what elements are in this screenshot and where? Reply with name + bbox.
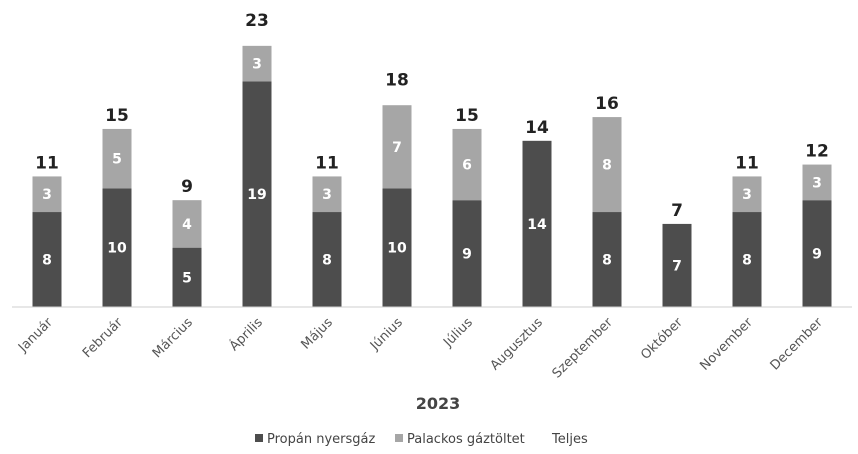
x-tick-label-9: Szeptember [550, 315, 617, 382]
bar-propan-4 [242, 81, 272, 307]
bar-label-propan-3: 5 [182, 270, 192, 286]
x-tick-label-11: November [697, 315, 756, 374]
bar-label-palackos-1: 3 [42, 187, 52, 203]
bar-propan-3 [172, 247, 202, 307]
total-label-3: 9 [181, 177, 193, 197]
bar-palackos-5 [312, 176, 342, 213]
bar-label-palackos-9: 8 [602, 158, 612, 174]
bar-propan-11 [732, 212, 762, 307]
bar-propan-6 [382, 188, 412, 307]
bar-label-propan-11: 8 [742, 253, 752, 269]
x-tick-label-8: Augusztus [488, 315, 546, 373]
bar-label-palackos-6: 7 [392, 140, 402, 156]
x-tick-label-1: Január [15, 315, 56, 356]
x-tick-label-6: Június [367, 315, 406, 354]
bar-palackos-1 [32, 176, 62, 213]
legend-label-2: Palackos gáztöltet [407, 432, 525, 447]
bar-label-palackos-2: 5 [112, 152, 122, 168]
total-label-12: 12 [805, 142, 829, 162]
bar-propan-8 [522, 140, 552, 307]
bar-palackos-6 [382, 105, 412, 189]
legend-label-3: Teljes [551, 432, 588, 447]
bar-propan-10 [662, 223, 692, 307]
bar-propan-5 [312, 212, 342, 307]
x-tick-label-4: Április [226, 314, 266, 354]
x-tick-label-3: Március [150, 315, 196, 361]
x-tick-label-2: Február [80, 315, 126, 361]
bar-label-propan-9: 8 [602, 253, 612, 269]
total-label-8: 14 [525, 118, 549, 138]
bar-palackos-9 [592, 117, 622, 213]
total-label-10: 7 [671, 201, 683, 221]
bar-label-propan-2: 10 [107, 241, 127, 257]
x-tick-label-7: Július [440, 315, 476, 351]
bar-palackos-11 [732, 176, 762, 213]
bar-palackos-3 [172, 200, 202, 248]
x-tick-label-5: Május [298, 315, 336, 353]
total-label-9: 16 [595, 94, 619, 114]
total-label-11: 11 [735, 153, 759, 173]
bars-layer: 8 3 11 10 5 15 5 4 9 19 3 23 8 3 11 10 7 18 9 6 15 14 14 8 8 16 7 7… [32, 11, 832, 307]
x-tick-label-10: Október [638, 315, 686, 363]
bar-label-propan-6: 10 [387, 241, 407, 257]
bar-propan-12 [802, 200, 832, 307]
bar-palackos-7 [452, 128, 482, 201]
bar-label-propan-12: 9 [812, 247, 822, 263]
total-label-6: 18 [385, 70, 409, 90]
bar-label-palackos-11: 3 [742, 187, 752, 203]
bar-propan-7 [452, 200, 482, 307]
bar-label-propan-8: 14 [527, 217, 547, 233]
legend-label-1: Propán nyersgáz [267, 432, 375, 447]
legend: Propán nyersgáz Palackos gáztöltet Teljes [255, 432, 588, 447]
bar-label-propan-7: 9 [462, 247, 472, 263]
total-label-2: 15 [105, 106, 129, 126]
bar-label-palackos-7: 6 [462, 158, 472, 174]
bar-propan-9 [592, 212, 622, 307]
bar-label-palackos-3: 4 [182, 217, 192, 233]
bar-label-propan-5: 8 [322, 253, 332, 269]
x-tick-label-12: December [768, 315, 827, 374]
total-label-7: 15 [455, 106, 479, 126]
bar-label-propan-4: 19 [247, 187, 266, 203]
bar-label-propan-1: 8 [42, 253, 52, 269]
x-ticks-layer: Január Február Március Április Május Június Jú… [15, 314, 826, 381]
bar-label-palackos-12: 3 [812, 175, 822, 191]
legend-swatch-1 [255, 434, 263, 442]
bar-palackos-2 [102, 128, 132, 189]
total-label-4: 23 [245, 11, 269, 31]
total-label-5: 11 [315, 153, 339, 173]
bar-label-propan-10: 7 [672, 258, 682, 274]
total-label-1: 11 [35, 153, 59, 173]
bar-propan-2 [102, 188, 132, 307]
x-axis-title: 2023 [416, 394, 461, 413]
bar-label-palackos-4: 3 [252, 57, 262, 73]
legend-swatch-2 [395, 434, 403, 442]
bar-palackos-12 [802, 164, 832, 201]
bar-propan-1 [32, 212, 62, 307]
bar-palackos-4 [242, 45, 272, 82]
bar-label-palackos-5: 3 [322, 187, 332, 203]
